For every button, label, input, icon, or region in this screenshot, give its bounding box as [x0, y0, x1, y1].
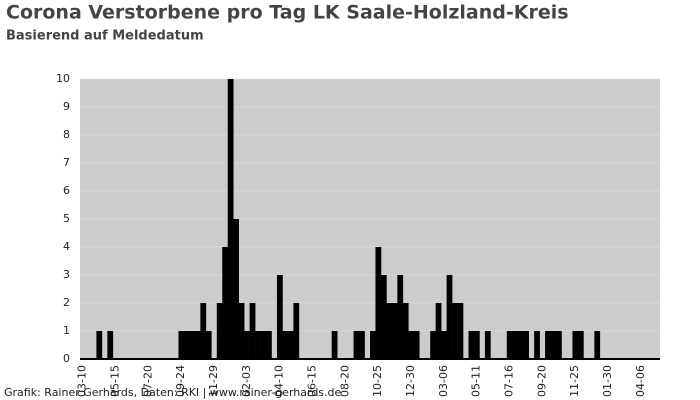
- bar: [441, 331, 447, 359]
- bar: [96, 331, 103, 359]
- x-tick-label: 05-15: [109, 365, 122, 397]
- bar: [282, 331, 289, 359]
- y-tick-label: 9: [63, 100, 70, 113]
- x-tick-label: 01-30: [601, 365, 614, 397]
- bar: [222, 247, 229, 359]
- x-tick-label: 03-10: [76, 365, 89, 397]
- bar: [380, 275, 387, 359]
- chart-subtitle: Basierend auf Meldedatum: [6, 29, 204, 44]
- y-tick-label: 6: [63, 184, 70, 197]
- x-tick-label: 11-25: [568, 365, 581, 397]
- x-tick-label: 02-03: [240, 365, 253, 397]
- bar: [408, 331, 415, 359]
- bar: [200, 303, 207, 359]
- bar: [534, 331, 540, 359]
- chart-title: Corona Verstorbene pro Tag LK Saale-Holz…: [6, 2, 569, 24]
- x-tick-label: 09-20: [535, 365, 548, 397]
- bar: [446, 275, 453, 359]
- x-tick-label: 04-10: [273, 365, 286, 397]
- bar: [375, 247, 382, 359]
- bar: [413, 331, 420, 359]
- bar: [402, 303, 409, 359]
- y-tick-label: 3: [63, 268, 70, 281]
- bar: [244, 331, 250, 359]
- bar: [194, 331, 201, 359]
- bar: [484, 331, 491, 359]
- bar: [276, 275, 283, 359]
- bar: [545, 331, 551, 359]
- bar: [255, 331, 261, 359]
- x-tick-label: 06-15: [306, 365, 319, 397]
- bar: [370, 331, 376, 359]
- y-tick-label: 0: [63, 352, 70, 365]
- bar: [260, 331, 267, 359]
- y-tick-label: 7: [63, 156, 70, 169]
- bar: [233, 219, 239, 359]
- bar: [266, 331, 272, 359]
- bar: [249, 303, 256, 359]
- x-tick-label: 11-29: [207, 365, 220, 397]
- bar: [205, 331, 212, 359]
- x-tick-label: 07-16: [503, 365, 516, 397]
- bar: [506, 331, 513, 359]
- bar: [386, 303, 393, 359]
- x-tick-label: 03-06: [437, 365, 450, 397]
- bar: [457, 303, 464, 359]
- bar: [178, 331, 185, 359]
- bar: [227, 79, 234, 359]
- x-tick-label: 08-20: [338, 365, 351, 397]
- bar: [556, 331, 562, 359]
- y-tick-label: 4: [63, 240, 70, 253]
- bar: [550, 331, 557, 359]
- bar: [473, 331, 480, 359]
- y-tick-label: 1: [63, 324, 70, 337]
- bar: [287, 331, 294, 359]
- bar: [435, 303, 442, 359]
- y-tick-label: 10: [56, 72, 70, 85]
- y-tick-label: 2: [63, 296, 70, 309]
- bar: [430, 331, 436, 359]
- bar: [183, 331, 190, 359]
- x-tick-label: 04-06: [634, 365, 647, 397]
- x-tick-label: 12-30: [404, 365, 417, 397]
- bar: [572, 331, 579, 359]
- x-tick-label: 07-20: [141, 365, 154, 397]
- bar: [331, 331, 338, 359]
- x-tick-label: 10-25: [371, 365, 384, 397]
- bar: [238, 303, 245, 359]
- x-tick-label: 05-11: [470, 365, 483, 397]
- footer: Grafik: Rainer Gerhards, Daten: RKI | ww…: [4, 386, 342, 399]
- bar: [189, 331, 196, 359]
- bar: [512, 331, 519, 359]
- bar: [577, 331, 584, 359]
- bar: [517, 331, 524, 359]
- bar: [216, 303, 223, 359]
- bar: [523, 331, 529, 359]
- x-tick-label: 09-24: [174, 365, 187, 397]
- bar: [397, 275, 404, 359]
- y-tick-label: 8: [63, 128, 70, 141]
- bar: [594, 331, 601, 359]
- bar: [353, 331, 360, 359]
- bar: [359, 331, 365, 359]
- bar: [468, 331, 475, 359]
- bar: [293, 303, 300, 359]
- bar: [391, 303, 398, 359]
- bar: [452, 303, 458, 359]
- y-tick-label: 5: [63, 212, 70, 225]
- bar: [107, 331, 114, 359]
